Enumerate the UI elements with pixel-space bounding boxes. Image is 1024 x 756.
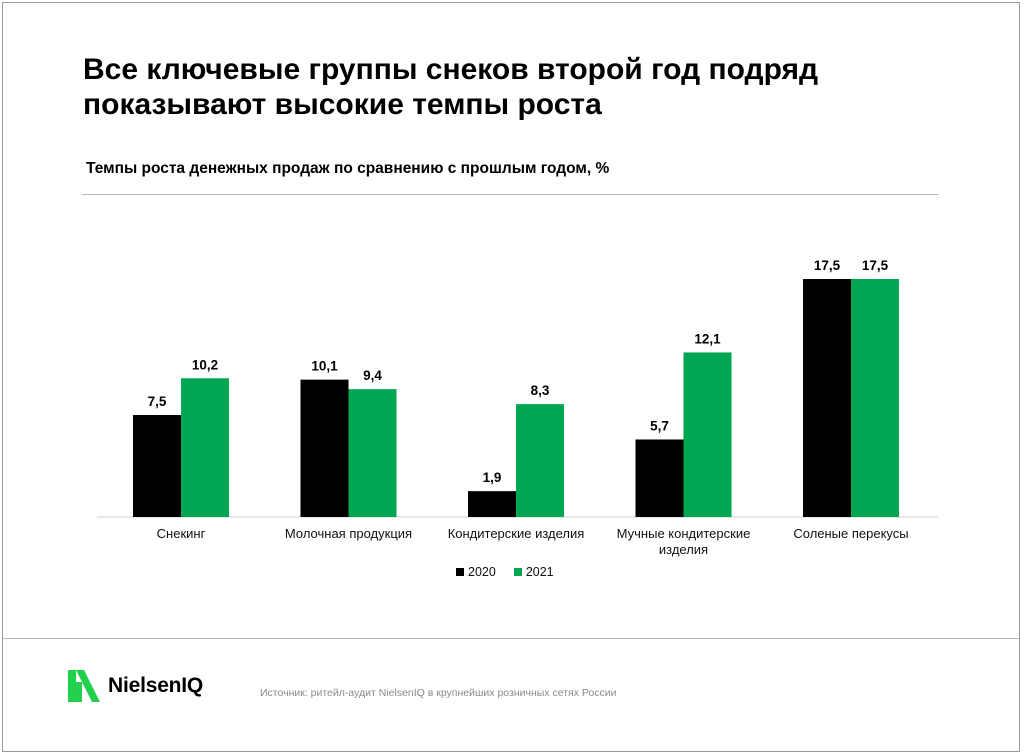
legend-swatch-2020 (456, 568, 464, 576)
bar-2020-3 (468, 491, 516, 517)
legend-item-2020: 2020 (456, 565, 496, 579)
chart-legend: 2020 2021 (456, 565, 554, 579)
bar-2021-2 (348, 389, 397, 517)
data-label-2021-2: 9,4 (363, 368, 382, 383)
data-label-2020-2: 10,1 (311, 359, 338, 374)
bar-2021-1 (181, 378, 229, 517)
data-label-2020-4: 5,7 (650, 418, 669, 433)
data-label-2020-3: 1,9 (483, 470, 502, 485)
data-label-2020-5: 17,5 (814, 258, 841, 273)
footer-divider (3, 638, 1019, 639)
category-label-4: Мучные кондитерские изделия (617, 526, 751, 557)
bar-chart: 7,5 10,2 Снекинг 10,1 9,4 Молочная продукция 1… (97, 258, 938, 557)
bar-2020-5 (803, 279, 851, 517)
bar-2021-5 (851, 279, 899, 517)
legend-item-2021: 2021 (513, 565, 554, 579)
bar-2020-2 (300, 379, 349, 517)
data-label-2021-1: 10,2 (192, 357, 218, 372)
data-label-2021-3: 8,3 (531, 383, 550, 398)
legend-swatch-2021 (513, 568, 522, 576)
chart-subtitle: Темпы роста денежных продаж по сравнению… (86, 160, 610, 177)
subtitle-divider (82, 194, 939, 195)
bar-2021-4 (683, 352, 732, 517)
nielseniq-mark-icon (68, 670, 100, 702)
data-label-2021-4: 12,1 (694, 331, 721, 346)
bar-2020-1 (133, 415, 181, 517)
category-label-3: Кондитерские изделия (448, 526, 585, 541)
nielseniq-logo: NielsenIQ (66, 668, 203, 704)
logo-wordmark: NielsenIQ (108, 674, 204, 697)
legend-label-2021: 2021 (525, 565, 554, 579)
data-label-2020-1: 7,5 (148, 394, 167, 409)
data-label-2021-5: 17,5 (862, 258, 889, 273)
category-label-1: Снекинг (157, 526, 206, 541)
category-label-5: Соленые перекусы (793, 526, 908, 541)
legend-label-2020: 2020 (468, 565, 496, 579)
slide-title: Все ключевые группы снеков второй год по… (83, 53, 819, 121)
bar-2021-3 (516, 404, 564, 517)
source-note: Источник: ритейл-аудит NielsenIQ в крупн… (260, 687, 617, 699)
category-label-2: Молочная продукция (285, 526, 412, 541)
bar-2020-4 (635, 439, 684, 517)
